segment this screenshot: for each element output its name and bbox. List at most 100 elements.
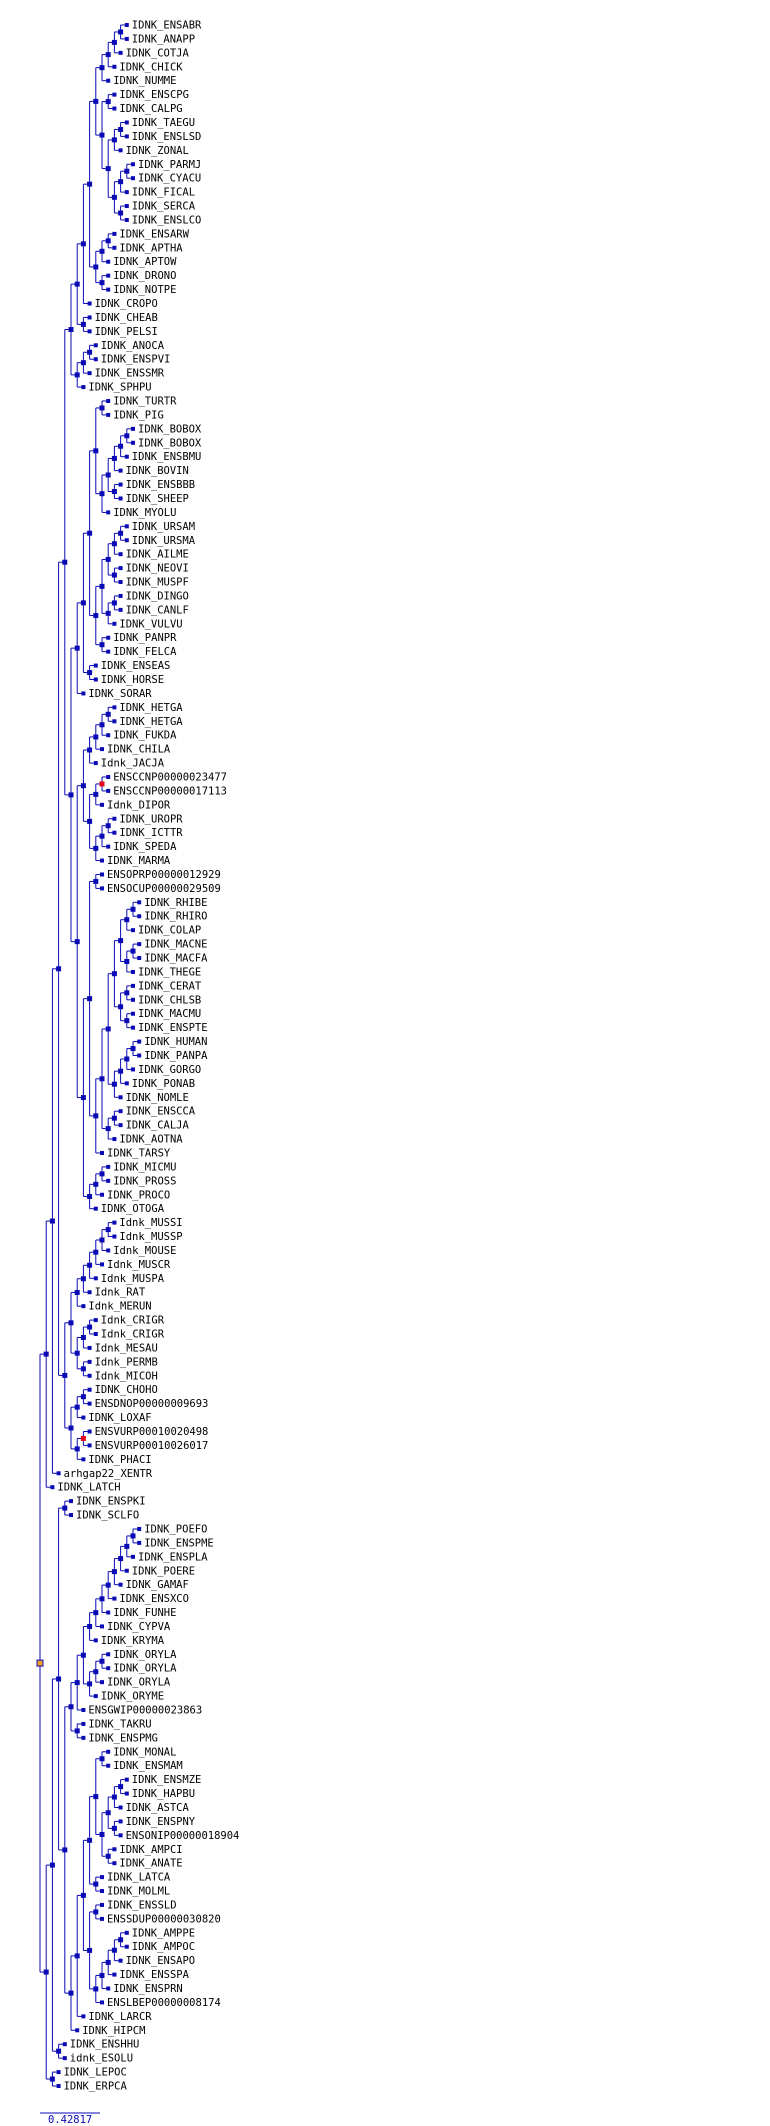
internal-node[interactable] <box>80 241 86 247</box>
internal-node[interactable] <box>56 966 62 972</box>
internal-node[interactable] <box>105 556 111 562</box>
leaf-label[interactable]: IDNK_NUMME <box>113 75 176 87</box>
leaf-label[interactable]: IDNK_CALJA <box>126 1120 190 1132</box>
leaf-label[interactable]: IDNK_ENSPME <box>144 1537 214 1549</box>
leaf-label[interactable]: IDNK_TAKRU <box>88 1718 151 1730</box>
leaf-label[interactable]: IDNK_ANATE <box>119 1858 182 1870</box>
internal-node[interactable] <box>80 783 86 789</box>
internal-node[interactable] <box>87 1681 93 1687</box>
internal-node[interactable] <box>99 280 105 286</box>
internal-node[interactable] <box>87 1837 93 1843</box>
leaf-label[interactable]: IDNK_LEPOC <box>64 2067 127 2079</box>
leaf-label[interactable]: Idnk_MUSSP <box>119 1231 182 1243</box>
leaf-label[interactable]: IDNK_HETGA <box>119 716 183 728</box>
leaf-label[interactable]: IDNK_CYPVA <box>107 1621 171 1633</box>
internal-node[interactable] <box>43 1351 49 1357</box>
leaf-label[interactable]: IDNK_MACNE <box>144 939 207 951</box>
internal-node[interactable] <box>99 405 105 411</box>
internal-node[interactable] <box>99 1596 105 1602</box>
leaf-label[interactable]: ENSCCNP00000017113 <box>113 785 227 797</box>
leaf-label[interactable]: IDNK_BOBOX <box>138 423 202 435</box>
internal-node[interactable] <box>93 448 99 454</box>
leaf-label[interactable]: IDNK_SPEDA <box>113 841 177 853</box>
leaf-label[interactable]: IDNK_PONAB <box>132 1078 195 1090</box>
leaf-label[interactable]: IDNK_PHACI <box>88 1454 151 1466</box>
internal-node[interactable] <box>87 1324 93 1330</box>
leaf-label[interactable]: Idnk_JACJA <box>101 758 165 770</box>
internal-node[interactable] <box>99 722 105 728</box>
internal-node[interactable] <box>68 1990 74 1996</box>
internal-node[interactable] <box>118 179 124 185</box>
internal-node[interactable] <box>111 39 117 45</box>
leaf-label[interactable]: IDNK_CHEAB <box>95 312 158 324</box>
leaf-label[interactable]: Idnk_DIPOR <box>107 799 171 811</box>
internal-node[interactable] <box>49 2076 55 2082</box>
duplication-node[interactable] <box>99 781 105 787</box>
leaf-label[interactable]: IDNK_BOVIN <box>126 465 189 477</box>
leaf-label[interactable]: IDNK_ENSCPG <box>119 89 189 101</box>
leaf-label[interactable]: IDNK_UROPR <box>119 813 183 825</box>
leaf-label[interactable]: IDNK_MYOLU <box>113 507 176 519</box>
leaf-label[interactable]: IDNK_ENSLCO <box>132 214 202 226</box>
internal-node[interactable] <box>118 210 124 216</box>
internal-node[interactable] <box>74 1953 80 1959</box>
internal-node[interactable] <box>105 711 111 717</box>
leaf-label[interactable]: IDNK_ENSARW <box>119 228 189 240</box>
internal-node[interactable] <box>74 1728 80 1734</box>
internal-node[interactable] <box>124 168 130 174</box>
internal-node[interactable] <box>93 1794 99 1800</box>
leaf-label[interactable]: IDNK_NOTPE <box>113 284 176 296</box>
internal-node[interactable] <box>74 1350 80 1356</box>
internal-node[interactable] <box>105 99 111 105</box>
leaf-label[interactable]: ENSVURP00010026017 <box>95 1440 209 1452</box>
leaf-label[interactable]: IDNK_OTOGA <box>101 1203 165 1215</box>
internal-node[interactable] <box>111 971 117 977</box>
internal-node[interactable] <box>56 1676 62 1682</box>
internal-node[interactable] <box>124 990 130 996</box>
internal-node[interactable] <box>68 1320 74 1326</box>
leaf-label[interactable]: IDNK_CALPG <box>119 103 182 115</box>
internal-node[interactable] <box>87 1624 93 1630</box>
leaf-label[interactable]: IDNK_ENSSLD <box>107 1899 177 1911</box>
internal-node[interactable] <box>105 1582 111 1588</box>
internal-node[interactable] <box>68 792 74 798</box>
leaf-label[interactable]: IDNK_ANOCA <box>101 340 165 352</box>
leaf-label[interactable]: IDNK_PIG <box>113 409 164 421</box>
leaf-label[interactable]: IDNK_HETGA <box>119 702 183 714</box>
internal-node[interactable] <box>49 1218 55 1224</box>
leaf-label[interactable]: IDNK_ORYLA <box>113 1663 177 1675</box>
internal-node[interactable] <box>87 1193 93 1199</box>
internal-node[interactable] <box>99 1972 105 1978</box>
leaf-label[interactable]: IDNK_ENSPMG <box>88 1732 158 1744</box>
internal-node[interactable] <box>130 906 136 912</box>
leaf-label[interactable]: IDNK_SHEEP <box>126 493 189 505</box>
internal-node[interactable] <box>87 996 93 1002</box>
internal-node[interactable] <box>93 845 99 851</box>
leaf-label[interactable]: IDNK_HAPBU <box>132 1788 195 1800</box>
leaf-label[interactable]: IDNK_ENSAPO <box>126 1955 196 1967</box>
internal-node[interactable] <box>99 1831 105 1837</box>
leaf-label[interactable]: Idnk_MESAU <box>95 1342 158 1354</box>
leaf-label[interactable]: IDNK_ENSMZE <box>132 1774 202 1786</box>
internal-node[interactable] <box>111 1947 117 1953</box>
leaf-label[interactable]: IDNK_ENSHHU <box>70 2039 140 2051</box>
leaf-label[interactable]: IDNK_MUSPF <box>126 577 189 589</box>
internal-node[interactable] <box>87 1262 93 1268</box>
internal-node[interactable] <box>118 29 124 35</box>
leaf-label[interactable]: IDNK_ENSBMU <box>132 451 202 463</box>
leaf-label[interactable]: ENSSDUP00000030820 <box>107 1913 221 1925</box>
internal-node[interactable] <box>87 747 93 753</box>
leaf-label[interactable]: IDNK_KRYMA <box>101 1635 165 1647</box>
internal-node[interactable] <box>118 126 124 132</box>
leaf-label[interactable]: IDNK_VULVU <box>119 618 182 630</box>
leaf-label[interactable]: IDNK_PARMJ <box>138 159 201 171</box>
internal-node[interactable] <box>124 917 130 923</box>
internal-node[interactable] <box>80 1394 86 1400</box>
leaf-label[interactable]: IDNK_SPHPU <box>88 382 151 394</box>
leaf-label[interactable]: ENSDNOP00000009693 <box>95 1398 209 1410</box>
internal-node[interactable] <box>105 1227 111 1233</box>
leaf-label[interactable]: IDNK_SERCA <box>132 201 196 213</box>
leaf-label[interactable]: IDNK_LARCR <box>88 2011 152 2023</box>
leaf-label[interactable]: Idnk_MUSPA <box>101 1273 165 1285</box>
leaf-label[interactable]: IDNK_MONAL <box>113 1746 176 1758</box>
